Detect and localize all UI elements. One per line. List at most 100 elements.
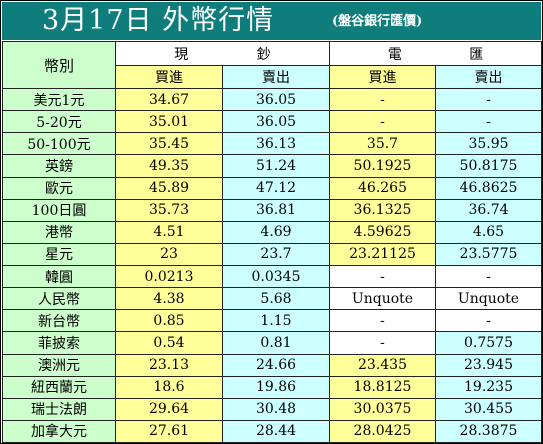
table-row: 韓圓 0.0213 0.0345- - (2, 264, 542, 289)
currency-name: 英鎊 (2, 154, 116, 178)
currency-name: 加拿大元 (2, 419, 116, 444)
table-row: 星元 23 23.7 23.21125 23.5775 (2, 242, 542, 267)
currency-name: 星元 (2, 242, 116, 267)
cash-buy-cell: 29.64 (115, 397, 223, 421)
tt-group-char-2: 匯 (469, 46, 484, 63)
rates-table: 幣別 現 鈔 電 匯 買進 賣出 買進 賣出 (2, 41, 542, 444)
cash-sell-header: 賣出 (222, 65, 330, 89)
cash-buy-cell: 0.54 (115, 331, 223, 355)
tt-buy-cell: 28.0425 (329, 419, 436, 444)
tt-buy-cell: 23.21125 (329, 242, 436, 267)
tt-buy-cell: 4.59625 (329, 220, 436, 244)
table-row: 澳洲元 23.13 24.66 23.435 23.945 (2, 353, 542, 377)
cash-group-char-1: 現 (174, 46, 189, 63)
cash-group-header: 現 鈔 (115, 41, 330, 66)
table-row: 美元1元 34.67 36.05- - (2, 87, 542, 112)
cash-buy-cell: 35.01 (115, 110, 223, 134)
cash-sell-cell: 5.68 (222, 287, 330, 311)
tt-buy-cell: - (329, 309, 436, 333)
table-row: 人民幣 4.38 5.68 Unquote Unquote (2, 287, 542, 311)
tt-sell-cell: 35.95 (435, 132, 542, 156)
cash-buy-cell: 0.0213 (115, 264, 223, 289)
tt-sell-cell: 23.5775 (435, 242, 542, 267)
cash-buy-cell: 4.51 (115, 220, 223, 244)
cash-buy-cell: 18.6 (115, 375, 223, 399)
tt-sell-header: 賣出 (435, 65, 542, 89)
currency-name: 港幣 (2, 220, 116, 244)
tt-sell-cell: - (435, 264, 542, 289)
tt-sell-cell: Unquote (435, 287, 542, 311)
table-row: 加拿大元 27.61 28.44 28.0425 28.3875 (2, 419, 542, 444)
cash-sell-cell: 24.66 (222, 353, 330, 377)
table-row: 歐元 45.89 47.12 46.265 46.8625 (2, 176, 542, 200)
currency-name: 菲披索 (2, 331, 116, 355)
tt-buy-cell: - (329, 87, 436, 112)
tt-buy-cell: 30.0375 (329, 397, 436, 421)
cash-sell-cell: 1.15 (222, 309, 330, 333)
tt-buy-header: 買進 (329, 65, 436, 89)
tt-sell-cell: 50.8175 (435, 154, 542, 178)
table-row: 100日圓 35.73 36.81 36.1325 36.74 (2, 198, 542, 222)
tt-sell-cell: - (435, 110, 542, 134)
cash-buy-cell: 35.73 (115, 198, 223, 222)
cash-sell-cell: 0.81 (222, 331, 330, 355)
cash-buy-cell: 4.38 (115, 287, 223, 311)
cash-sell-cell: 47.12 (222, 176, 330, 200)
tt-buy-cell: 50.1925 (329, 154, 436, 178)
cash-sell-cell: 0.0345 (222, 264, 330, 289)
currency-name: 100日圓 (2, 198, 116, 222)
currency-column-header: 幣別 (2, 41, 116, 89)
cash-buy-cell: 23.13 (115, 353, 223, 377)
cash-sell-cell: 36.05 (222, 110, 330, 134)
currency-name: 美元1元 (2, 87, 116, 112)
cash-sell-cell: 36.81 (222, 198, 330, 222)
cash-buy-cell: 23 (115, 242, 223, 267)
table-row: 港幣 4.51 4.69 4.59625 4.65 (2, 220, 542, 244)
table-row: 英鎊 49.35 51.24 50.1925 50.8175 (2, 154, 542, 178)
cash-sell-cell: 4.69 (222, 220, 330, 244)
currency-name: 歐元 (2, 176, 116, 200)
page-title: 3月17日 外幣行情 (42, 5, 275, 36)
header-sub-row: 買進 賣出 買進 賣出 (3, 65, 542, 89)
tt-buy-cell: 23.435 (329, 353, 436, 377)
currency-name: 5-20元 (2, 110, 116, 134)
tt-buy-cell: 36.1325 (329, 198, 436, 222)
cash-buy-cell: 27.61 (115, 419, 223, 444)
tt-buy-cell: 18.8125 (329, 375, 436, 399)
tt-buy-cell: Unquote (329, 287, 436, 311)
table-row: 紐西蘭元 18.6 19.86 18.8125 19.235 (2, 375, 542, 399)
table-row: 瑞士法朗 29.64 30.48 30.0375 30.455 (2, 397, 542, 421)
tt-sell-cell: 19.235 (435, 375, 542, 399)
tt-buy-cell: 35.7 (329, 132, 436, 156)
tt-buy-cell: - (329, 110, 436, 134)
tt-sell-cell: 30.455 (435, 397, 542, 421)
cash-buy-cell: 45.89 (115, 176, 223, 200)
currency-name: 澳洲元 (2, 353, 116, 377)
tt-sell-cell: 28.3875 (435, 419, 542, 444)
currency-name: 人民幣 (2, 287, 116, 311)
table-row: 菲披索 0.54 0.81-0.7575 (2, 331, 542, 355)
cash-sell-cell: 28.44 (222, 419, 330, 444)
tt-sell-cell: - (435, 87, 542, 112)
tt-sell-cell: 0.7575 (435, 331, 542, 355)
cash-buy-cell: 0.85 (115, 309, 223, 333)
cash-sell-cell: 23.7 (222, 242, 330, 267)
tt-buy-cell: 46.265 (329, 176, 436, 200)
cash-buy-header: 買進 (115, 65, 223, 89)
tt-sell-cell: 46.8625 (435, 176, 542, 200)
tt-buy-cell: - (329, 264, 436, 289)
tt-sell-cell: - (435, 309, 542, 333)
currency-name: 紐西蘭元 (2, 375, 116, 399)
cash-group-char-2: 鈔 (256, 46, 271, 63)
header-group-row: 幣別 現 鈔 電 匯 (2, 41, 542, 89)
cash-sell-cell: 19.86 (222, 375, 330, 399)
bank-source-label: (盤谷銀行匯價) (332, 14, 423, 29)
tt-sell-cell: 23.945 (435, 353, 542, 377)
tt-sell-cell: 4.65 (435, 220, 542, 244)
tt-sell-cell: 36.74 (435, 198, 542, 222)
cash-buy-cell: 49.35 (115, 154, 223, 178)
table-row: 新台幣 0.85 1.15- - (2, 309, 542, 333)
title-bar: 3月17日 外幣行情 (盤谷銀行匯價) (2, 2, 541, 40)
currency-name: 韓圓 (2, 264, 116, 289)
